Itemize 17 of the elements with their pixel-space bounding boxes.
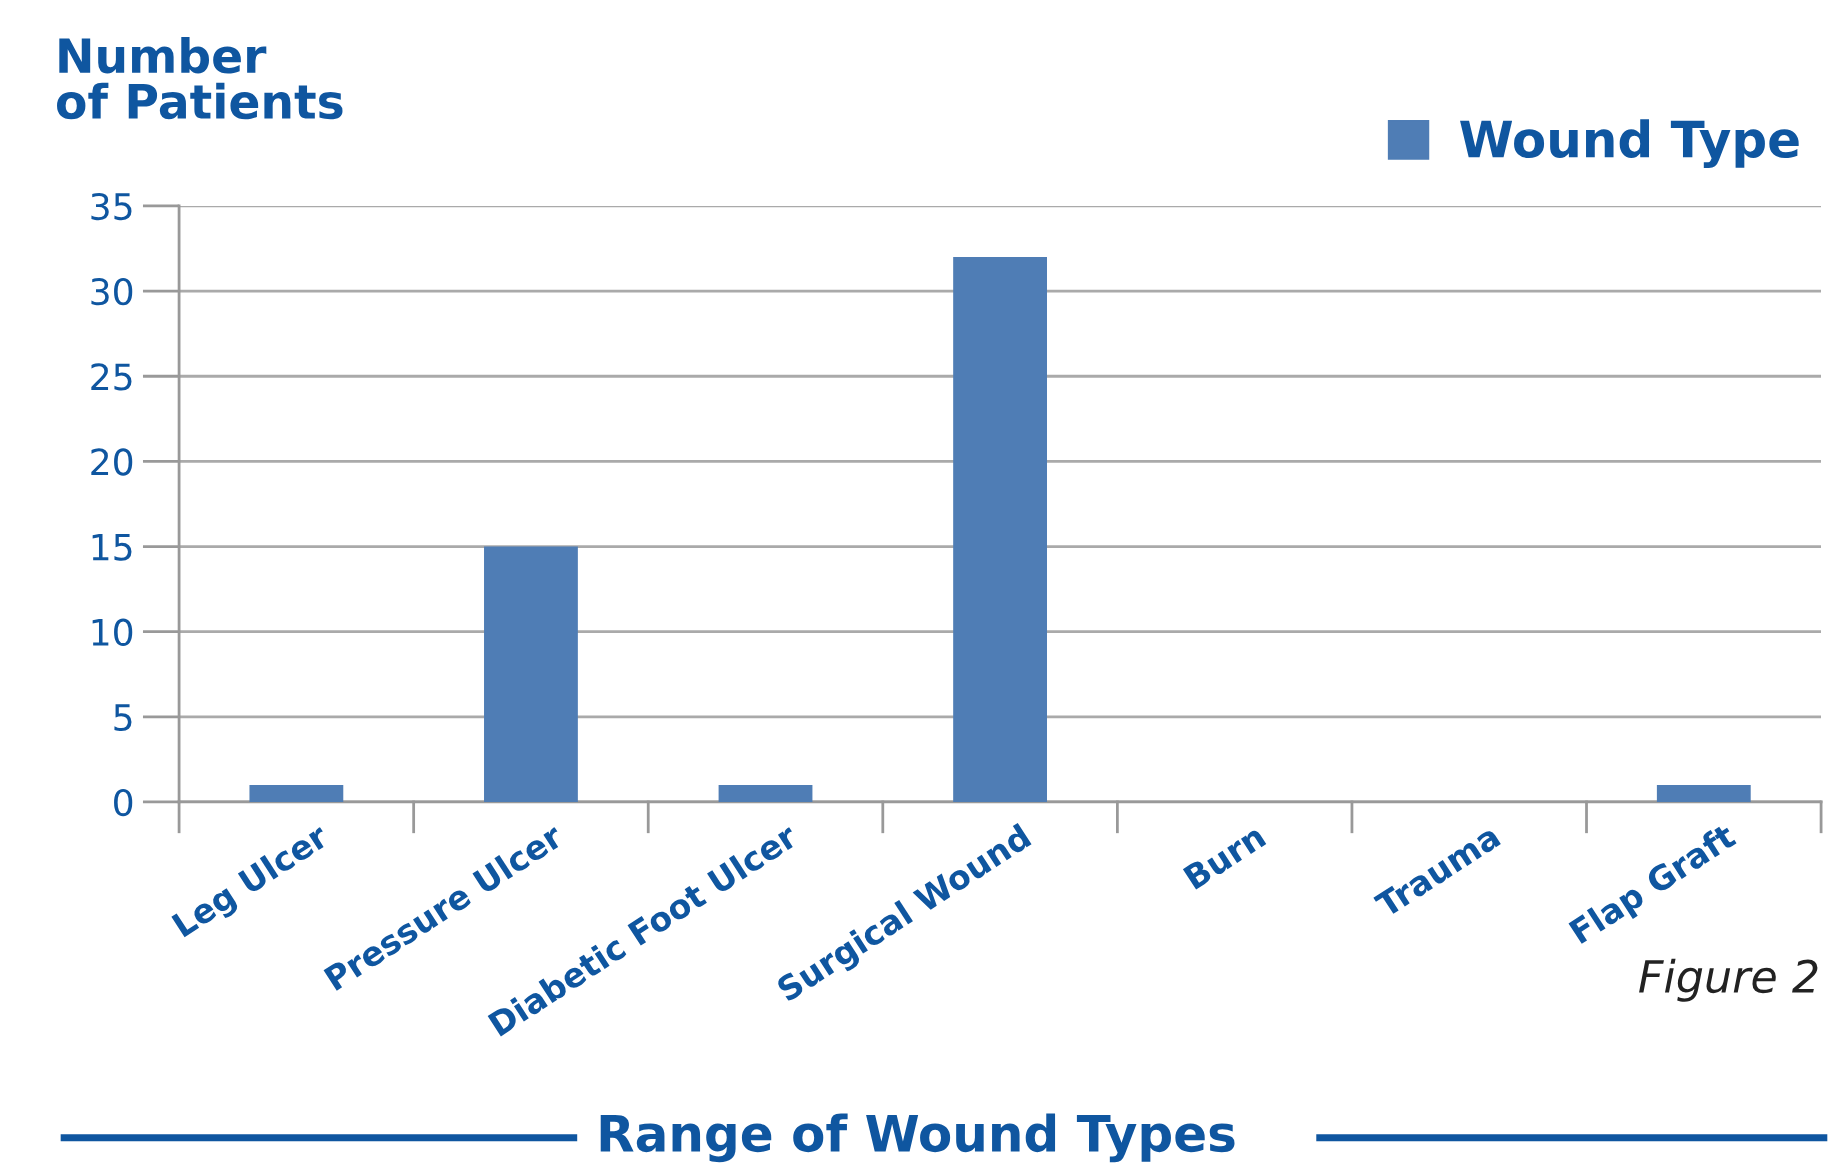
y-tick-label: 15 xyxy=(92,533,132,561)
bar xyxy=(249,784,344,802)
y-tick-label: 35 xyxy=(91,192,132,221)
y-axis-title: Number of Patients xyxy=(57,36,343,120)
bar xyxy=(484,546,578,802)
legend-label: Wound Type xyxy=(1460,119,1799,169)
y-tick-label: 0 xyxy=(114,788,133,817)
bar xyxy=(1656,784,1751,802)
y-tick-label: 5 xyxy=(114,704,132,732)
bar xyxy=(718,784,813,802)
caption: Figure 2 xyxy=(1639,958,1818,1002)
y-tick-label: 10 xyxy=(92,618,133,646)
y-tick-label: 20 xyxy=(91,448,133,476)
y-tick-label: 25 xyxy=(91,363,132,391)
text: Range of Wound Types xyxy=(600,1113,1235,1163)
bar xyxy=(953,257,1047,802)
y-tick-label: 30 xyxy=(91,278,133,306)
